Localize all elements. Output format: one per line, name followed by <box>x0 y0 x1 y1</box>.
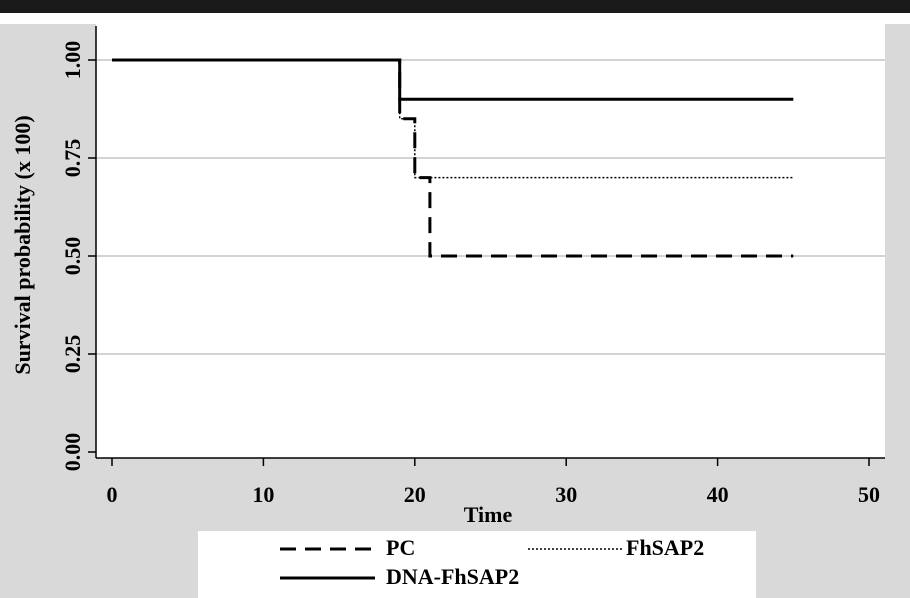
legend-label-pc: PC <box>386 535 416 560</box>
y-axis-title: Survival probability (x 100) <box>10 115 35 374</box>
axes-layer <box>95 26 885 459</box>
legend-label-dna-fhsap2: DNA-FhSAP2 <box>386 564 520 589</box>
legend: PC FhSAP2 DNA-FhSAP2 <box>198 531 756 598</box>
x-tick-label-0: 0 <box>107 482 118 507</box>
x-axis-title: Time <box>464 502 513 527</box>
legend-swatch-dna-fhsap2 <box>280 576 375 580</box>
series-line-pc <box>112 58 794 258</box>
legend-swatch-pc <box>280 547 375 551</box>
y-tick-label-2: 0.50 <box>60 237 85 276</box>
x-tick-label-2: 20 <box>404 482 426 507</box>
plot-area <box>96 24 885 458</box>
x-tick-label-5: 50 <box>858 482 880 507</box>
top-rule <box>0 0 910 13</box>
y-tick-label-1: 0.25 <box>60 335 85 374</box>
series-line-dna-fhsap2 <box>112 58 794 101</box>
legend-label-fhsap2: FhSAP2 <box>626 535 705 560</box>
x-tick-label-3: 30 <box>555 482 577 507</box>
ticks-layer: 0 10 20 30 40 50 0.00 0.25 0.50 0.75 1.00 <box>60 41 880 507</box>
x-tick-label-1: 10 <box>252 482 274 507</box>
x-tick-label-4: 40 <box>707 482 729 507</box>
y-tick-label-0: 0.00 <box>60 433 85 472</box>
y-tick-label-4: 1.00 <box>60 41 85 80</box>
y-tick-label-3: 0.75 <box>60 139 85 178</box>
legend-swatch-fhsap2 <box>528 548 623 550</box>
series-layer <box>112 58 794 258</box>
